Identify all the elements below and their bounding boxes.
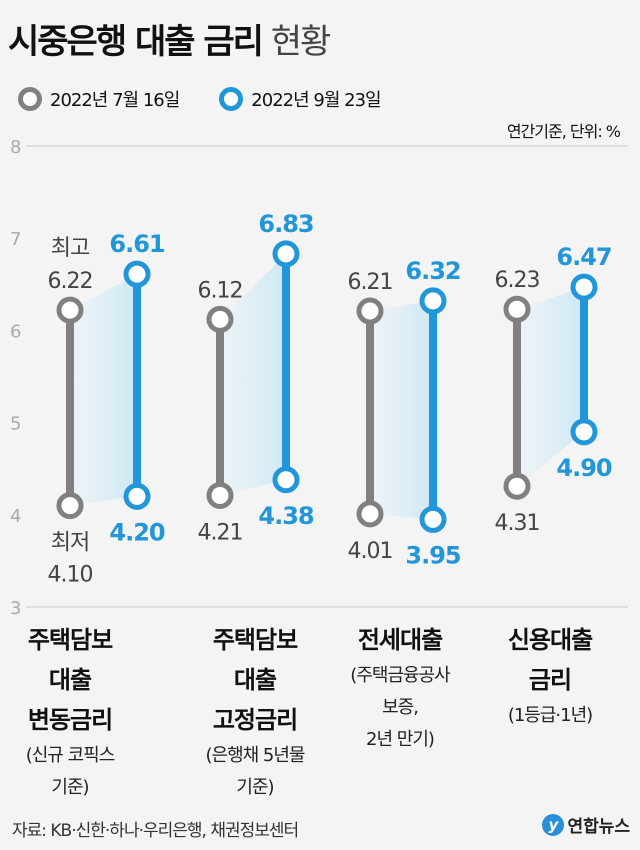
gray-circle-icon [18, 87, 42, 111]
low-point [503, 472, 531, 500]
low-value-label: 4.20 [109, 518, 165, 546]
low-point [123, 482, 151, 510]
high-point [206, 305, 234, 333]
yonhap-logo: y 연합뉴스 [542, 812, 630, 837]
high-point [356, 297, 384, 325]
high-point [123, 260, 151, 288]
low-value-label: 4.10 [48, 563, 93, 588]
logo-mark: y [542, 813, 565, 836]
legend: 2022년 7월 16일 2022년 9월 23일 [18, 86, 382, 112]
category-sub: (1등급·1년) [507, 705, 593, 726]
high-value-label: 6.47 [556, 243, 611, 271]
high-point [503, 295, 531, 323]
category-sub: (은행채 5년물 기준) [205, 745, 306, 798]
legend-item-2: 2022년 9월 23일 [219, 86, 382, 112]
range-band [220, 253, 286, 496]
category-main: 주택담보 대출 변동금리 [27, 626, 113, 734]
low-point [272, 466, 300, 494]
title-bold: 시중은행 대출 금리 [8, 22, 264, 62]
category-3: 전세대출 (주택금융공사 보증, 2년 만기) [320, 620, 480, 756]
chart-title: 시중은행 대출 금리 현황 [8, 14, 332, 63]
range-band [370, 300, 433, 520]
y-tick-label: 4 [10, 506, 21, 527]
y-tick-label: 8 [10, 137, 21, 158]
low-point [56, 492, 84, 520]
high-value-label: 6.12 [198, 278, 243, 303]
y-tick-label: 6 [10, 321, 21, 342]
category-main: 신용대출 금리 [507, 626, 593, 694]
low-value-label: 3.95 [405, 541, 461, 569]
low-value-label: 4.21 [198, 520, 243, 545]
category-main: 주택담보 대출 고정금리 [212, 626, 298, 734]
range-band [70, 274, 137, 506]
legend-label: 2022년 7월 16일 [50, 90, 180, 111]
low-value-label: 4.31 [495, 511, 540, 536]
legend-item-1: 2022년 7월 16일 [18, 86, 180, 112]
category-main: 전세대출 [357, 626, 443, 654]
low-value-label: 4.90 [556, 454, 612, 482]
high-value-label: 6.83 [258, 210, 313, 238]
y-tick-label: 7 [10, 229, 21, 250]
high-point [570, 273, 598, 301]
category-1: 주택담보 대출 변동금리 (신규 코픽스 기준) [0, 620, 150, 804]
unit-label: 연간기준, 단위: % [506, 122, 621, 141]
logo-text: 연합뉴스 [567, 817, 630, 837]
category-4: 신용대출 금리 (1등급·1년) [470, 620, 630, 732]
title-light: 현황 [270, 22, 332, 62]
low-value-label: 4.01 [348, 539, 393, 564]
y-tick-label: 5 [10, 414, 21, 435]
low-annotation: 최저 [51, 531, 89, 556]
low-point [570, 418, 598, 446]
high-value-label: 6.23 [495, 268, 540, 293]
high-value-label: 6.21 [348, 270, 393, 295]
high-value-label: 6.61 [109, 230, 165, 258]
high-annotation: 최고 [51, 236, 90, 261]
high-point [56, 296, 84, 324]
high-value-label: 6.22 [48, 269, 93, 294]
low-point [206, 481, 234, 509]
high-point [419, 287, 447, 315]
low-point [419, 505, 447, 533]
low-value-label: 4.38 [258, 502, 314, 530]
low-point [356, 500, 384, 528]
y-tick-label: 3 [10, 598, 21, 619]
source-text: 자료: KB·신한·하나·우리은행, 채권정보센터 [12, 821, 299, 841]
blue-circle-icon [219, 87, 244, 111]
category-2: 주택담보 대출 고정금리 (은행채 5년물 기준) [175, 620, 335, 804]
category-sub: (주택금융공사 보증, 2년 만기) [350, 665, 450, 750]
legend-label: 2022년 9월 23일 [251, 90, 381, 111]
range-band [517, 287, 584, 487]
high-value-label: 6.32 [405, 257, 460, 285]
category-sub: (신규 코픽스 기준) [25, 745, 116, 798]
high-point [272, 240, 300, 268]
